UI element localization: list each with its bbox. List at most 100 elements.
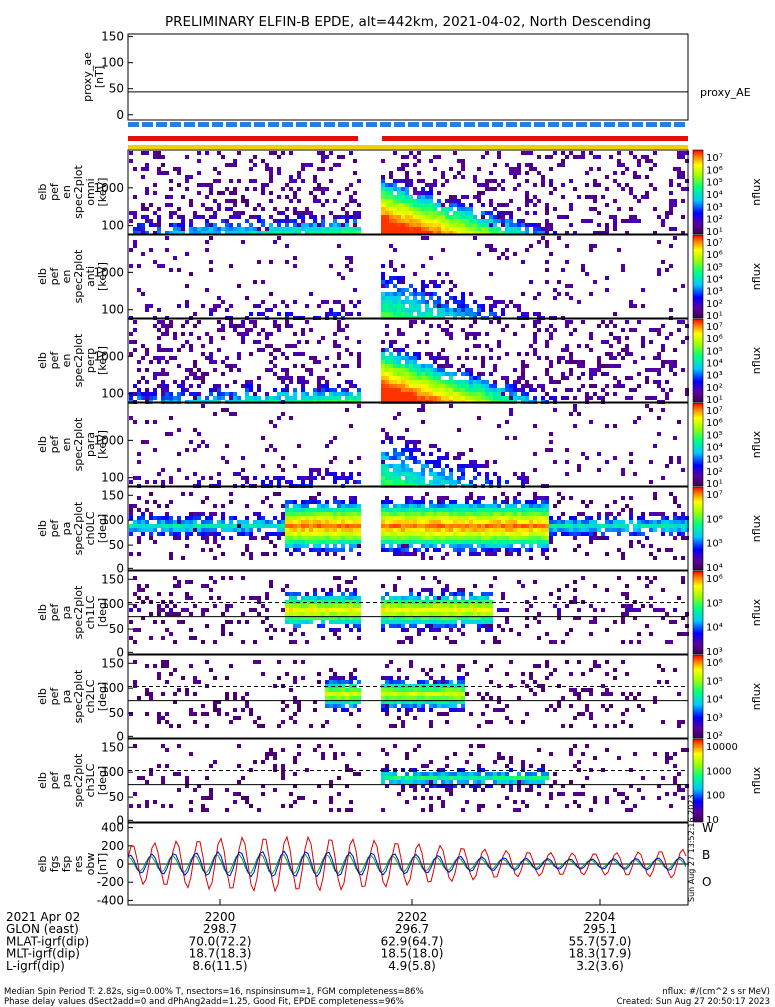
spectrogram-cell xyxy=(497,219,501,223)
spectrogram-cell xyxy=(405,448,409,452)
spectrogram-cell xyxy=(165,680,169,684)
spectrogram-cell xyxy=(201,612,205,616)
spectrogram-cell xyxy=(161,520,165,524)
spectrogram-cell xyxy=(461,596,465,600)
spectrogram-cell xyxy=(493,576,497,580)
spectrogram-cell xyxy=(457,312,461,316)
spectrogram-cell xyxy=(189,384,193,388)
spectrogram-cell xyxy=(317,392,321,396)
spectrogram-cell xyxy=(325,504,329,508)
spectrogram-cell xyxy=(233,692,237,696)
spectrogram-cell xyxy=(289,324,293,328)
spectrogram-cell xyxy=(257,332,261,336)
spectrogram-cell xyxy=(337,392,341,396)
spectrogram-cell xyxy=(469,227,473,231)
spectrogram-cell xyxy=(385,199,389,203)
spectrogram-cell xyxy=(637,524,641,528)
spectrogram-cell xyxy=(209,340,213,344)
spectrogram-cell xyxy=(429,203,433,207)
spectrogram-cell xyxy=(393,596,397,600)
spectrogram-cell xyxy=(285,508,289,512)
spectrogram-cell xyxy=(305,163,309,167)
spectrogram-cell xyxy=(345,512,349,516)
spectrogram-cell xyxy=(313,604,317,608)
spectrogram-cell xyxy=(489,512,493,516)
spectrogram-cell xyxy=(437,223,441,227)
spectrogram-cell xyxy=(385,532,389,536)
spectrogram-cell xyxy=(293,620,297,624)
spectrogram-cell xyxy=(289,376,293,380)
spectrogram-cell xyxy=(653,151,657,155)
spectrogram-cell xyxy=(313,219,317,223)
spectrogram-cell xyxy=(553,388,557,392)
spectrogram-cell xyxy=(293,227,297,231)
spectrogram-cell xyxy=(517,227,521,231)
spectrogram-cell xyxy=(189,520,193,524)
spectrogram-cell xyxy=(493,524,497,528)
spectrogram-cell xyxy=(409,376,413,380)
colorbar-label: 10⁶ xyxy=(706,334,723,345)
spectrogram-cell xyxy=(445,612,449,616)
spectrogram-cell xyxy=(341,608,345,612)
spectrogram-cell xyxy=(213,384,217,388)
spectrogram-cell xyxy=(641,520,645,524)
spectrogram-cell xyxy=(401,191,405,195)
spectrogram-cell xyxy=(405,376,409,380)
spectrogram-cell xyxy=(169,223,173,227)
spectrogram-cell xyxy=(645,404,649,408)
spectrogram-cell xyxy=(477,500,481,504)
spectrogram-cell xyxy=(421,540,425,544)
spectrogram-cell xyxy=(465,388,469,392)
spectrogram-cell xyxy=(561,268,565,272)
spectrogram-cell xyxy=(513,392,517,396)
spectrogram-cell xyxy=(349,500,353,504)
spectrogram-cell xyxy=(489,244,493,248)
spectrogram-cell xyxy=(285,207,289,211)
spectrogram-cell xyxy=(417,340,421,344)
spectrogram-cell xyxy=(197,384,201,388)
spectrogram-cell xyxy=(209,360,213,364)
spectrogram-cell xyxy=(233,696,237,700)
spectrogram-cell xyxy=(561,528,565,532)
spectrogram-cell xyxy=(301,219,305,223)
spectrogram-cell xyxy=(477,227,481,231)
spectrogram-cell xyxy=(197,532,201,536)
spectrogram-cell xyxy=(177,520,181,524)
spectrogram-cell xyxy=(493,248,497,252)
spectrogram-cell xyxy=(673,496,677,500)
spectrogram-cell xyxy=(333,632,337,636)
spectrogram-cell xyxy=(409,195,413,199)
spectrogram-cell xyxy=(585,171,589,175)
spectrogram-cell xyxy=(405,540,409,544)
spectrogram-cell xyxy=(313,508,317,512)
spectrogram-cell xyxy=(445,620,449,624)
spectrogram-cell xyxy=(457,612,461,616)
spectrogram-cell xyxy=(165,332,169,336)
spectrogram-cell xyxy=(401,372,405,376)
spectrogram-cell xyxy=(409,392,413,396)
spectrogram-cell xyxy=(189,372,193,376)
spectrogram-cell xyxy=(569,368,573,372)
spectrogram-cell xyxy=(405,352,409,356)
spectrogram-cell xyxy=(385,516,389,520)
spectrogram-cell xyxy=(157,676,161,680)
spectrogram-cell xyxy=(269,624,273,628)
spectrogram-cell xyxy=(493,540,497,544)
spectrogram-cell xyxy=(213,556,217,560)
spectrogram-cell xyxy=(513,528,517,532)
spectrogram-cell xyxy=(401,280,405,284)
spectrogram-cell xyxy=(345,364,349,368)
spectrogram-cell xyxy=(489,187,493,191)
spectrogram-cell xyxy=(321,540,325,544)
spectrogram-cell xyxy=(409,223,413,227)
spectrogram-cell xyxy=(129,504,133,508)
spectrogram-cell xyxy=(261,207,265,211)
spectrogram-cell xyxy=(213,167,217,171)
spectrogram-cell xyxy=(529,556,533,560)
spectrogram-cell xyxy=(301,223,305,227)
spectrogram-cell xyxy=(305,608,309,612)
spectrogram-cell xyxy=(477,199,481,203)
spectrogram-cell xyxy=(461,604,465,608)
spectrogram-cell xyxy=(641,512,645,516)
spectrogram-cell xyxy=(133,576,137,580)
